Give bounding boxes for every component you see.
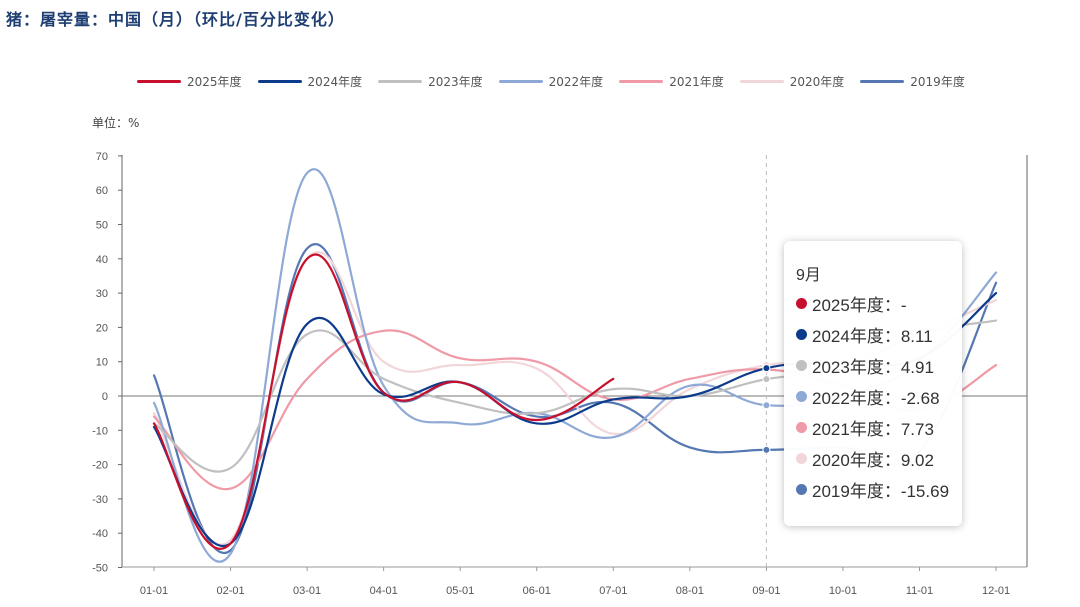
- y-tick-label: -10: [92, 425, 108, 437]
- x-tick-label: 11-01: [906, 585, 933, 597]
- legend-swatch: [257, 79, 302, 83]
- legend-swatch: [137, 79, 181, 83]
- tooltip-value: 2022年度：-2.68: [812, 389, 940, 408]
- legend-item[interactable]: 2020年度: [739, 73, 845, 90]
- tooltip-row: 2019年度：-15.69: [796, 477, 949, 502]
- legend-item[interactable]: 2019年度: [860, 73, 965, 90]
- tooltip-row: 2020年度：9.02: [796, 446, 934, 471]
- tooltip-row: 2024年度：8.11: [796, 322, 933, 347]
- y-unit-label: 单位：%: [92, 116, 140, 130]
- legend-label: 2019年度: [910, 74, 965, 89]
- chart-legend: 2025年度 2024年度 2023年度 2022年度 2021年度 2020年度 2019…: [137, 71, 981, 91]
- hover-point-2024年度: [762, 364, 771, 373]
- y-tick-label: 70: [96, 151, 108, 163]
- y-tick-label: -30: [92, 494, 108, 506]
- page-title: 猪：屠宰量：中国（月）（环比/百分比变化）: [6, 10, 345, 29]
- x-tick-label: 09-01: [752, 585, 780, 597]
- legend-swatch: [498, 79, 543, 83]
- y-tick-label: 10: [96, 357, 108, 369]
- hover-point-2019年度: [762, 445, 771, 454]
- tooltip-value: 2023年度：4.91: [812, 358, 934, 377]
- x-tick-label: 08-01: [676, 585, 704, 597]
- legend-swatch: [860, 79, 905, 83]
- tooltip-dot: [796, 360, 807, 371]
- data-tooltip: 9月 2025年度：- 2024年度：8.11 2023年度：4.91 2022年度：…: [784, 241, 962, 526]
- legend-item[interactable]: 2023年度: [378, 73, 483, 90]
- tooltip-row: 2021年度：7.73: [796, 415, 934, 440]
- legend-label: 2021年度: [669, 74, 724, 89]
- x-tick-label: 12-01: [982, 585, 1010, 597]
- tooltip-value: 2024年度：8.11: [812, 327, 933, 346]
- tooltip-title: 9月: [796, 267, 821, 284]
- x-tick-label: 02-01: [216, 585, 244, 597]
- legend-label: 2022年度: [548, 74, 604, 89]
- legend-item[interactable]: 2025年度: [137, 73, 242, 90]
- hover-point-2023年度: [762, 375, 771, 384]
- y-tick-label: -50: [92, 563, 108, 575]
- x-tick-label: 06-01: [523, 585, 551, 597]
- tooltip-dot: [796, 391, 807, 402]
- tooltip-dot: [796, 453, 807, 464]
- tooltip-value: 2021年度：7.73: [812, 420, 934, 439]
- hover-markers: [762, 361, 771, 454]
- legend-item[interactable]: 2021年度: [619, 73, 724, 90]
- legend-item[interactable]: 2024年度: [257, 73, 363, 90]
- tooltip-dot: [796, 422, 807, 433]
- y-tick-label: 30: [96, 288, 108, 300]
- tooltip-row: 2022年度：-2.68: [796, 384, 940, 409]
- legend-label: 2023年度: [428, 74, 483, 89]
- legend-item[interactable]: 2022年度: [498, 73, 604, 90]
- x-tick-label: 01-01: [140, 585, 168, 597]
- x-tick-label: 03-01: [293, 585, 321, 597]
- y-tick-label: 40: [96, 254, 108, 266]
- legend-label: 2025年度: [187, 74, 242, 89]
- tooltip-dot: [796, 298, 807, 309]
- x-tick-label: 04-01: [370, 585, 398, 597]
- y-tick-label: 0: [102, 391, 108, 403]
- legend-swatch: [739, 79, 784, 83]
- tooltip-row: 2025年度：-: [796, 291, 906, 316]
- tooltip-value: 2020年度：9.02: [812, 451, 934, 470]
- x-tick-label: 10-01: [829, 585, 857, 597]
- tooltip-row: 2023年度：4.91: [796, 353, 934, 378]
- legend-swatch: [619, 79, 664, 83]
- x-tick-label: 05-01: [446, 585, 474, 597]
- legend-swatch: [378, 79, 423, 83]
- tooltip-value: 2019年度：-15.69: [812, 482, 950, 501]
- x-tick-label: 07-01: [599, 585, 627, 597]
- series-line-2025年度: [152, 253, 615, 550]
- tooltip-dot: [796, 329, 807, 340]
- legend-label: 2024年度: [307, 74, 363, 89]
- y-tick-label: 20: [96, 322, 108, 334]
- hover-point-2022年度: [762, 401, 771, 410]
- y-tick-label: 60: [96, 185, 108, 197]
- tooltip-value: 2025年度：-: [812, 296, 907, 315]
- tooltip-dot: [796, 484, 807, 495]
- legend-label: 2020年度: [789, 74, 845, 89]
- y-tick-label: -40: [92, 528, 108, 540]
- y-tick-label: 50: [96, 220, 108, 232]
- y-tick-label: -20: [92, 460, 108, 472]
